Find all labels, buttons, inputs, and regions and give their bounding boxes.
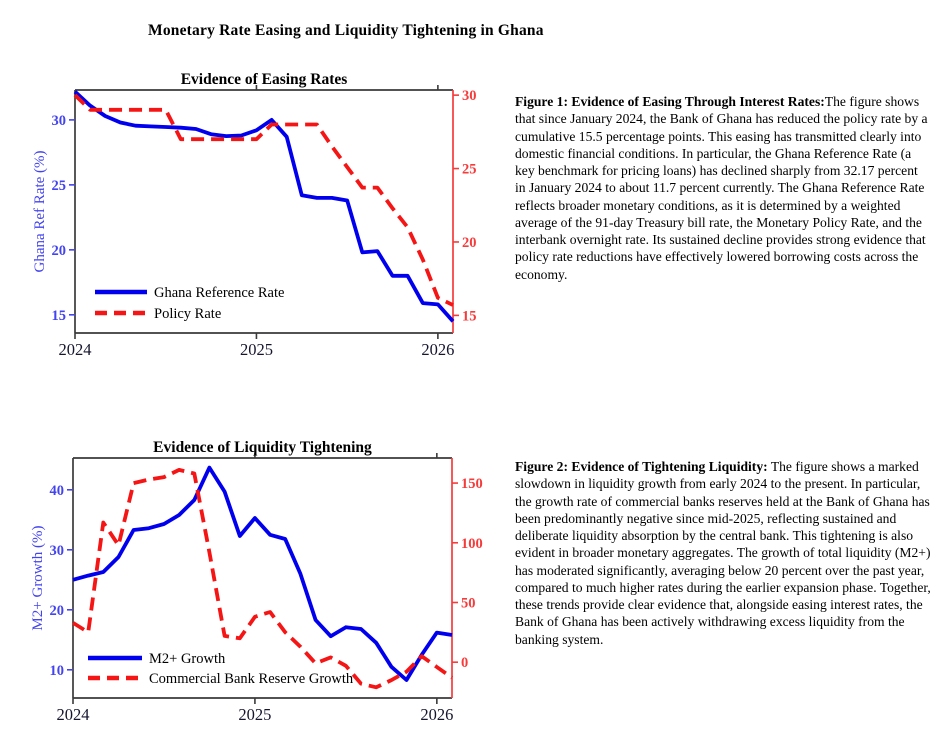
legend-label: Policy Rate (154, 306, 221, 322)
right-tick-label: 150 (461, 476, 483, 492)
liquidity-tightening-chart: 10 20 30 40 0 50 100 150 2024 2025 2026 Evidence of… (30, 439, 483, 724)
left-tick-label: 20 (52, 243, 67, 259)
left-tick-label: 20 (50, 603, 65, 619)
x-tick-label: 2024 (57, 705, 90, 724)
x-tick-label: 2024 (59, 340, 92, 359)
figure2-label: Figure 2: Evidence of Tightening Liquidi… (515, 459, 768, 474)
right-tick-label: 25 (462, 162, 477, 178)
figure2-caption: Figure 2: Evidence of Tightening Liquidi… (515, 458, 931, 648)
left-tick-label: 40 (50, 483, 65, 499)
legend-label: Commercial Bank Reserve Growth (149, 671, 354, 687)
page-title: Monetary Rate Easing and Liquidity Tight… (148, 22, 544, 39)
right-tick-label: 30 (462, 88, 477, 104)
right-tick-label: 50 (461, 595, 476, 611)
series-line-blue (73, 90, 455, 323)
figure1-body: The figure shows that since January 2024… (515, 94, 928, 282)
legend-label: M2+ Growth (149, 651, 226, 667)
left-tick-label: 15 (52, 308, 67, 324)
figure1-label: Figure 1: Evidence of Easing Through Int… (515, 94, 825, 109)
y-axis-label: Ghana Ref Rate (%) (32, 150, 48, 272)
left-tick-label: 10 (50, 663, 65, 679)
right-tick-label: 100 (461, 536, 483, 552)
x-tick-label: 2026 (420, 705, 453, 724)
series-group (71, 465, 454, 690)
x-tick-label: 2026 (421, 340, 454, 359)
right-tick-label: 15 (462, 308, 477, 324)
right-tick-label: 0 (461, 655, 468, 671)
x-tick-label: 2025 (238, 705, 271, 724)
left-tick-label: 30 (52, 113, 67, 129)
figure1-caption: Figure 1: Evidence of Easing Through Int… (515, 93, 931, 283)
legend: Ghana Reference Rate Policy Rate (95, 285, 284, 322)
series-line-red (73, 93, 454, 307)
chart-title: Evidence of Liquidity Tightening (153, 439, 372, 456)
left-tick-label: 30 (50, 543, 65, 559)
legend-label: Ghana Reference Rate (154, 285, 284, 301)
series-line-red (71, 468, 454, 690)
series-line-blue (72, 465, 453, 682)
right-tick-label: 20 (462, 235, 477, 251)
x-tick-label: 2025 (240, 340, 273, 359)
legend: M2+ Growth Commercial Bank Reserve Growth (88, 651, 354, 687)
axes-frame: 10 20 30 40 0 50 100 150 2024 2025 2026 (50, 453, 483, 724)
figure2-body: The figure shows a marked slowdown in li… (515, 459, 931, 647)
chart-title: Evidence of Easing Rates (181, 71, 348, 88)
left-tick-label: 25 (52, 178, 67, 194)
series-group (73, 90, 455, 323)
y-axis-label: M2+ Growth (%) (30, 525, 46, 630)
